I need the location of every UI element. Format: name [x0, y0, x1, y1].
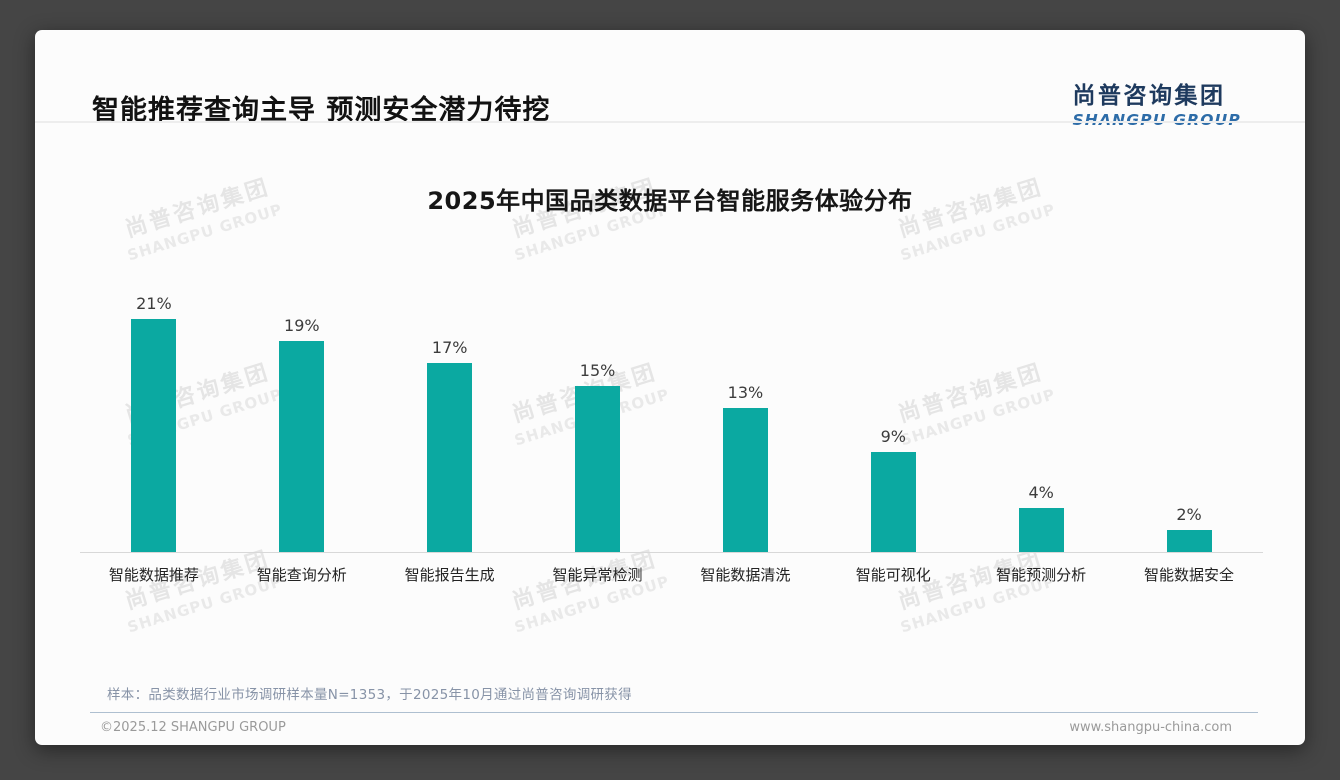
bar-value-label: 15%: [579, 361, 616, 380]
page-title: 智能推荐查询主导 预测安全潜力待挖: [92, 95, 551, 126]
bar-column: 15%: [524, 361, 672, 552]
company-logo: 尚普咨询集团 SHANGPU GROUP: [1072, 76, 1241, 129]
category-label: 智能数据清洗: [700, 566, 791, 584]
bar-column: 2%: [1115, 505, 1263, 552]
bar: [1018, 508, 1064, 552]
category-label: 智能报告生成: [404, 566, 495, 584]
chart-title: 2025年中国品类数据平台智能服务体验分布: [427, 187, 913, 215]
bar: [131, 319, 177, 552]
slide-card: 尚普咨询集团 SHANGPU GROUP 尚普咨询集团 SHANGPU GROUP 尚普…: [35, 30, 1305, 745]
bar-value-label: 9%: [880, 427, 906, 446]
category-row: 智能数据推荐 智能查询分析 智能报告生成 智能异常检测 智能数据清洗 智能可视化 智能预测分…: [80, 564, 1263, 585]
bar: [1166, 530, 1212, 552]
bar-value-label: 19%: [284, 316, 320, 335]
bar-column: 4%: [967, 483, 1115, 552]
bar-value-label: 21%: [136, 294, 172, 313]
bar-column: 19%: [228, 316, 376, 552]
category-label: 智能预测分析: [996, 566, 1087, 584]
bar-value-label: 2%: [1176, 505, 1202, 524]
footer-divider: [90, 712, 1258, 713]
category-label: 智能数据安全: [1144, 566, 1235, 584]
website-url: www.shangpu-china.com: [1069, 720, 1232, 735]
bar: [575, 386, 621, 552]
logo-english-text: SHANGPU GROUP: [1072, 111, 1241, 129]
bar: [427, 363, 473, 552]
bar: [279, 341, 325, 552]
copyright-text: ©2025.12 SHANGPU GROUP: [100, 720, 286, 735]
bar-plot: 21% 19% 17% 15% 13% 9% 4% 2%: [80, 294, 1263, 553]
bar: [870, 452, 916, 552]
title-divider: [35, 121, 1305, 123]
footer: ©2025.12 SHANGPU GROUP www.shangpu-china…: [100, 720, 1232, 735]
bar-column: 17%: [376, 338, 524, 552]
logo-chinese-text: 尚普咨询集团: [1072, 83, 1226, 109]
category-label: 智能异常检测: [552, 566, 643, 584]
bar-column: 9%: [819, 427, 967, 552]
bar-column: 21%: [80, 294, 228, 552]
bar: [722, 408, 768, 552]
sample-note: 样本：品类数据行业市场调研样本量N=1353，于2025年10月通过尚普咨询调研…: [107, 687, 632, 703]
category-label: 智能查询分析: [256, 566, 347, 584]
bar-value-label: 4%: [1028, 483, 1054, 502]
category-label: 智能数据推荐: [108, 566, 199, 584]
bar-value-label: 13%: [727, 383, 764, 402]
bar-value-label: 17%: [431, 338, 468, 357]
bar-column: 13%: [672, 383, 820, 552]
category-label: 智能可视化: [855, 566, 931, 584]
